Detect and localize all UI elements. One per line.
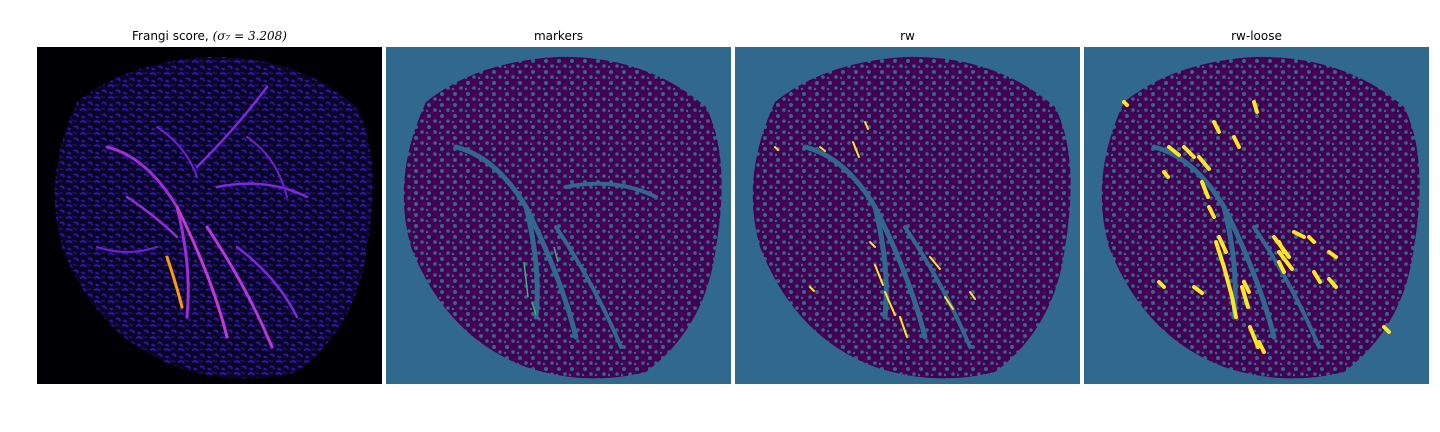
rw-loose-panel [1084, 47, 1429, 384]
tissue-region [403, 56, 722, 379]
panel-title-rw: rw [900, 29, 915, 43]
markers [523, 246, 559, 316]
panel-title-frangi: Frangi score, (σ₇ = 3.208) [37, 28, 382, 44]
frangi-panel [37, 47, 382, 384]
vessel-segments [774, 121, 976, 338]
tissue-region [752, 56, 1071, 379]
vessel-segments [1122, 100, 1391, 354]
frangi-title-math: (σ₇ = 3.208) [212, 29, 287, 43]
frangi-vessels [96, 85, 309, 349]
frangi-image [54, 56, 373, 379]
rw-loose-image [1101, 56, 1420, 379]
rw-panel [735, 47, 1080, 384]
tissue-region [54, 56, 373, 379]
rw-image [752, 56, 1071, 379]
vessel-channels [802, 144, 972, 349]
tissue-region [1101, 56, 1420, 379]
panel-title-rw-loose: rw-loose [1231, 29, 1282, 43]
markers-image [403, 56, 722, 379]
frangi-title-text: Frangi score, [132, 29, 209, 43]
markers-panel [386, 47, 731, 384]
panel-title-markers: markers [533, 29, 584, 43]
vessel-channels [453, 144, 658, 349]
vessel-channels [1151, 144, 1321, 349]
